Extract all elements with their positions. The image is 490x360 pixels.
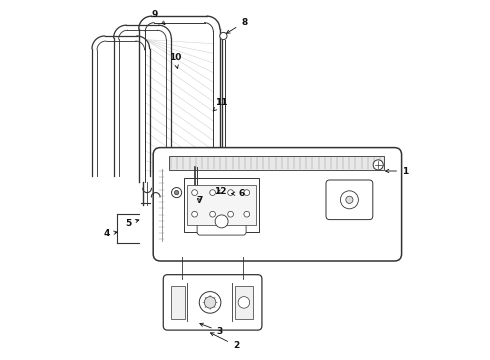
Text: 6: 6 [232, 189, 245, 198]
Circle shape [215, 215, 228, 228]
Circle shape [210, 211, 216, 217]
Bar [170, 156, 384, 170]
FancyBboxPatch shape [326, 180, 373, 220]
Circle shape [199, 292, 221, 313]
Text: 12: 12 [214, 187, 227, 196]
Circle shape [238, 297, 250, 308]
Circle shape [192, 211, 197, 217]
Text: 1: 1 [386, 166, 408, 175]
Bar [187, 185, 256, 225]
Text: 7: 7 [197, 197, 203, 205]
Circle shape [341, 191, 358, 209]
Circle shape [204, 297, 216, 308]
Circle shape [373, 160, 383, 170]
Circle shape [174, 190, 179, 195]
Bar [235, 286, 252, 319]
Text: 8: 8 [226, 18, 247, 33]
Circle shape [228, 190, 233, 195]
Circle shape [228, 211, 233, 217]
Bar [171, 286, 185, 319]
FancyBboxPatch shape [153, 148, 402, 261]
Text: 9: 9 [151, 10, 165, 24]
Circle shape [244, 211, 250, 217]
FancyBboxPatch shape [163, 275, 262, 330]
FancyBboxPatch shape [197, 208, 246, 235]
Circle shape [210, 190, 216, 195]
Text: 3: 3 [200, 323, 223, 336]
Text: 11: 11 [213, 98, 228, 111]
Circle shape [346, 196, 353, 203]
Circle shape [172, 188, 182, 198]
Circle shape [220, 32, 227, 40]
Text: 5: 5 [125, 219, 139, 228]
Bar [184, 178, 259, 232]
Text: 4: 4 [103, 230, 117, 238]
Text: 10: 10 [169, 53, 181, 68]
Circle shape [244, 190, 250, 195]
Text: 2: 2 [211, 333, 239, 350]
Circle shape [192, 190, 197, 195]
